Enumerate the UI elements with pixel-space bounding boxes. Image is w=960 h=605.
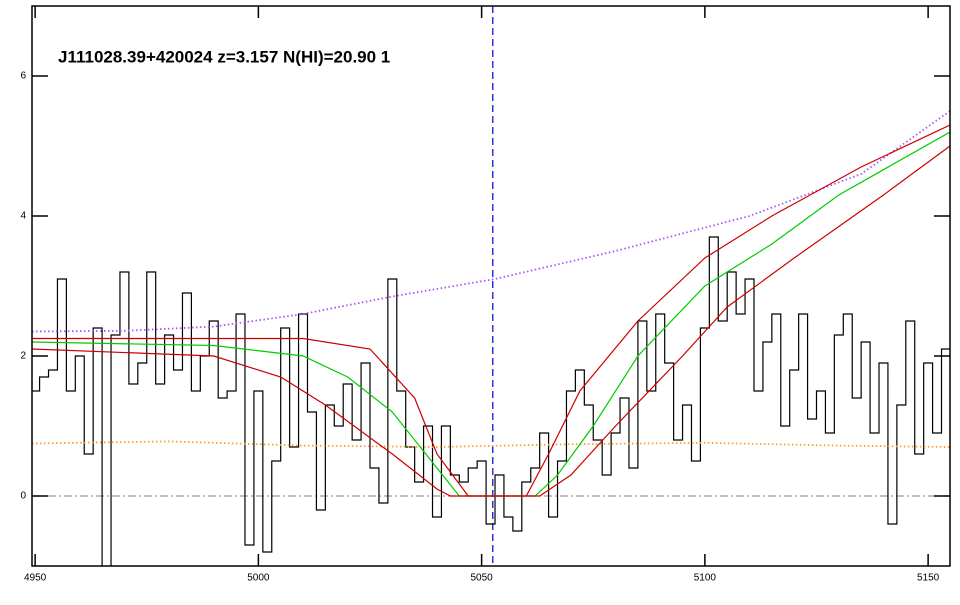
series-line xyxy=(32,440,950,448)
series-line xyxy=(32,236,950,566)
x-tick-label: 5050 xyxy=(470,573,493,584)
x-tick-label: 5100 xyxy=(694,573,717,584)
y-tick-label: 6 xyxy=(20,71,26,82)
series-line xyxy=(32,110,950,333)
x-tick-label: 5150 xyxy=(917,573,940,584)
x-tick-label: 5000 xyxy=(247,573,270,584)
series-line xyxy=(32,145,950,497)
x-tick-label: 4950 xyxy=(24,573,47,584)
y-tick-label: 4 xyxy=(20,211,26,222)
plot-area xyxy=(32,6,950,566)
y-tick-label: 2 xyxy=(20,351,26,362)
chart-title: J111028.39+420024 z=3.157 N(HI)=20.90 1 xyxy=(58,47,390,66)
y-tick-label: 0 xyxy=(20,491,26,502)
axes-frame xyxy=(31,5,951,567)
